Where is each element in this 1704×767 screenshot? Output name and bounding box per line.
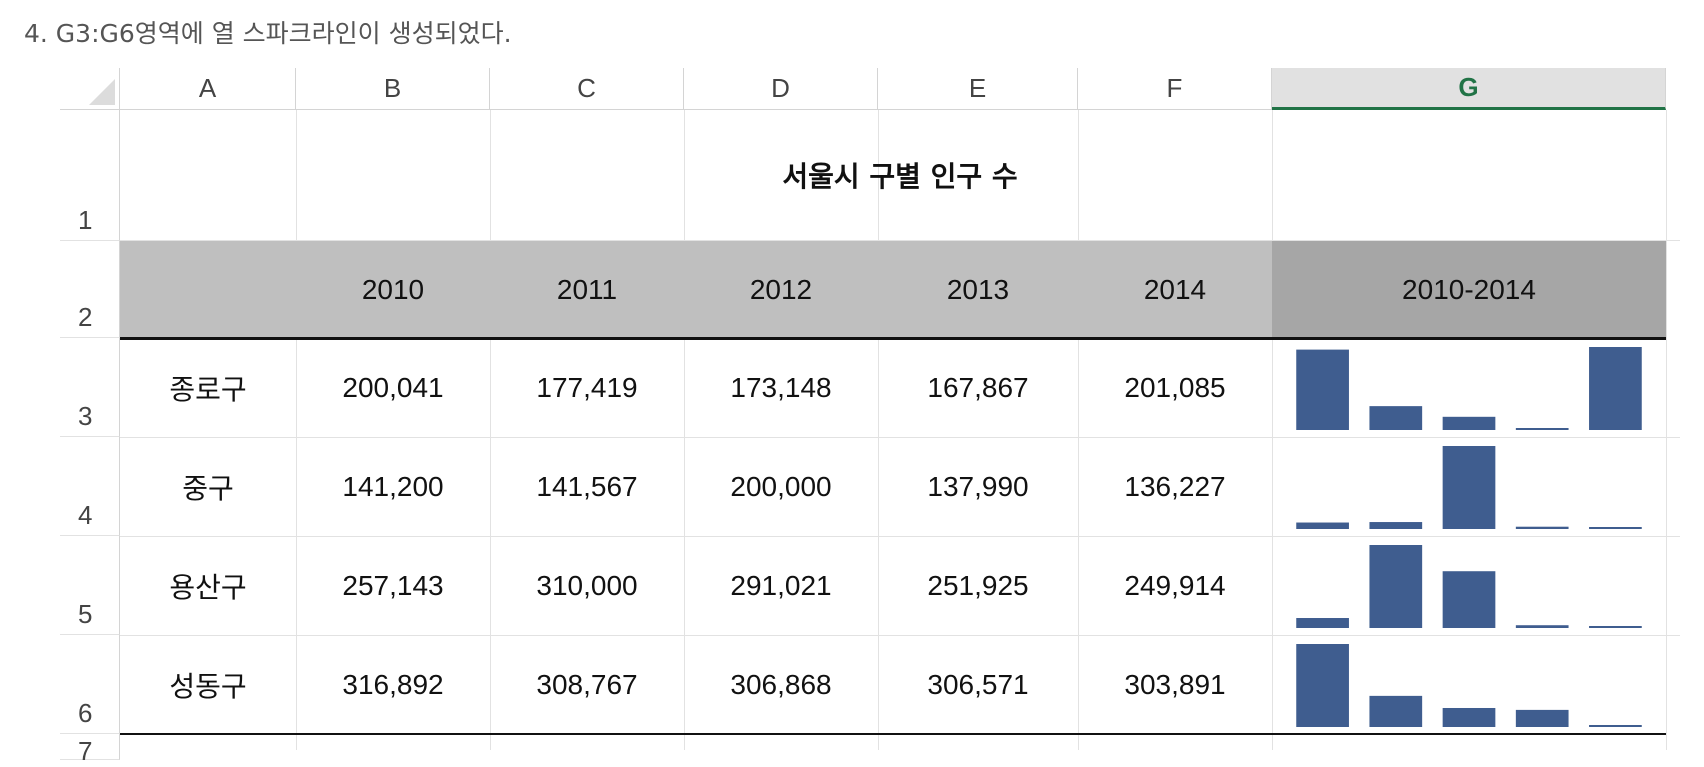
- sparkline-bar: [1369, 695, 1423, 727]
- sparkline-bar: [1369, 522, 1423, 529]
- sparkline-chart: [1296, 347, 1642, 430]
- header-band: [120, 241, 1272, 338]
- value-cell[interactable]: 291,021: [730, 569, 832, 601]
- column-header-e[interactable]: E: [878, 68, 1078, 110]
- sparkline-bar: [1515, 625, 1569, 628]
- gridline-v: [684, 110, 685, 750]
- sparkline-bar: [1515, 709, 1569, 727]
- sparkline-bar: [1296, 618, 1349, 628]
- sparkline-bar: [1589, 725, 1642, 727]
- page-caption: 4. G3:G6영역에 열 스파크라인이 생성되었다.: [24, 19, 512, 48]
- value-cell[interactable]: 251,925: [927, 569, 1029, 601]
- gridline-v: [296, 110, 297, 750]
- header-year-2012[interactable]: 2012: [749, 273, 813, 305]
- value-cell[interactable]: 200,041: [342, 371, 444, 403]
- header-year-2014[interactable]: 2014: [1143, 273, 1207, 305]
- sparkline-bar: [1296, 522, 1349, 529]
- district-name[interactable]: 중구: [182, 471, 234, 505]
- sparkline-header-band: [1272, 241, 1666, 338]
- gridline-h: [120, 437, 1680, 438]
- gridline-v: [1666, 110, 1667, 750]
- column-header-g[interactable]: G: [1272, 68, 1666, 110]
- header-year-2013[interactable]: 2013: [946, 273, 1010, 305]
- column-header-c[interactable]: C: [490, 68, 684, 110]
- sparkline-bar: [1369, 406, 1423, 430]
- row-header-6[interactable]: 6: [60, 635, 120, 734]
- value-cell[interactable]: 303,891: [1124, 668, 1226, 700]
- header-bottom-border: [120, 337, 1666, 340]
- sparkline-cell[interactable]: [1272, 339, 1666, 436]
- row-header-5[interactable]: 5: [60, 536, 120, 635]
- gridline-v: [490, 110, 491, 750]
- gridline-h: [120, 635, 1680, 636]
- district-name[interactable]: 성동구: [169, 669, 247, 703]
- row-header-3[interactable]: 3: [60, 338, 120, 437]
- sparkline-cell[interactable]: [1272, 537, 1666, 634]
- sparkline-cell[interactable]: [1272, 636, 1666, 733]
- header-year-2010[interactable]: 2010: [361, 273, 425, 305]
- value-cell[interactable]: 167,867: [927, 371, 1029, 403]
- value-cell[interactable]: 316,892: [342, 668, 444, 700]
- gridline-h: [120, 536, 1680, 537]
- value-cell[interactable]: 257,143: [342, 569, 444, 601]
- sparkline-bar: [1515, 428, 1569, 430]
- gridline-v: [1078, 110, 1079, 750]
- column-header-d[interactable]: D: [684, 68, 878, 110]
- value-cell[interactable]: 141,567: [536, 470, 638, 502]
- column-header-f[interactable]: F: [1078, 68, 1272, 110]
- select-all-triangle-icon: [89, 79, 115, 105]
- value-cell[interactable]: 308,767: [536, 668, 638, 700]
- value-cell[interactable]: 177,419: [536, 371, 638, 403]
- value-cell[interactable]: 137,990: [927, 470, 1029, 502]
- sparkline-bar: [1589, 626, 1642, 628]
- sparkline-bar: [1296, 644, 1349, 727]
- row-header-4[interactable]: 4: [60, 437, 120, 536]
- value-cell[interactable]: 201,085: [1124, 371, 1226, 403]
- sparkline-bar: [1369, 545, 1423, 628]
- sparkline-chart: [1296, 446, 1642, 529]
- value-cell[interactable]: 173,148: [730, 371, 832, 403]
- column-header-b[interactable]: B: [296, 68, 490, 110]
- column-header-a[interactable]: A: [120, 68, 296, 110]
- row-header-7-label: 7: [78, 736, 93, 766]
- row-header-7[interactable]: 7: [60, 734, 120, 766]
- value-cell[interactable]: 136,227: [1124, 470, 1226, 502]
- header-year-2011[interactable]: 2011: [556, 273, 618, 305]
- value-cell[interactable]: 306,571: [927, 668, 1029, 700]
- gridline-v: [1272, 110, 1273, 750]
- gridline-v: [878, 110, 879, 750]
- sparkline-bar: [1442, 707, 1496, 727]
- sparkline-bar: [1442, 446, 1496, 529]
- gridline-h: [120, 240, 1680, 241]
- sparkline-bar: [1442, 571, 1496, 628]
- row-header-1[interactable]: 1: [60, 110, 120, 241]
- table-bottom-border: [120, 733, 1666, 735]
- sparkline-bar: [1442, 416, 1496, 430]
- header-sparkline-range[interactable]: 2010-2014: [1402, 273, 1536, 305]
- sparkline-bar: [1589, 527, 1642, 529]
- value-cell[interactable]: 249,914: [1124, 569, 1226, 601]
- value-cell[interactable]: 200,000: [730, 470, 832, 502]
- sparkline-bar: [1589, 347, 1642, 430]
- row-header-2[interactable]: 2: [60, 241, 120, 338]
- sparkline-cell[interactable]: [1272, 438, 1666, 535]
- district-name[interactable]: 종로구: [169, 372, 247, 406]
- district-name[interactable]: 용산구: [169, 570, 247, 604]
- sparkline-bar: [1515, 526, 1569, 529]
- select-all-corner[interactable]: [60, 68, 120, 110]
- value-cell[interactable]: 306,868: [730, 668, 832, 700]
- value-cell[interactable]: 141,200: [342, 470, 444, 502]
- table-title[interactable]: 서울시 구별 인구 수: [782, 160, 1018, 193]
- sparkline-chart: [1296, 644, 1642, 727]
- sparkline-bar: [1296, 349, 1349, 430]
- sparkline-chart: [1296, 545, 1642, 628]
- value-cell[interactable]: 310,000: [536, 569, 638, 601]
